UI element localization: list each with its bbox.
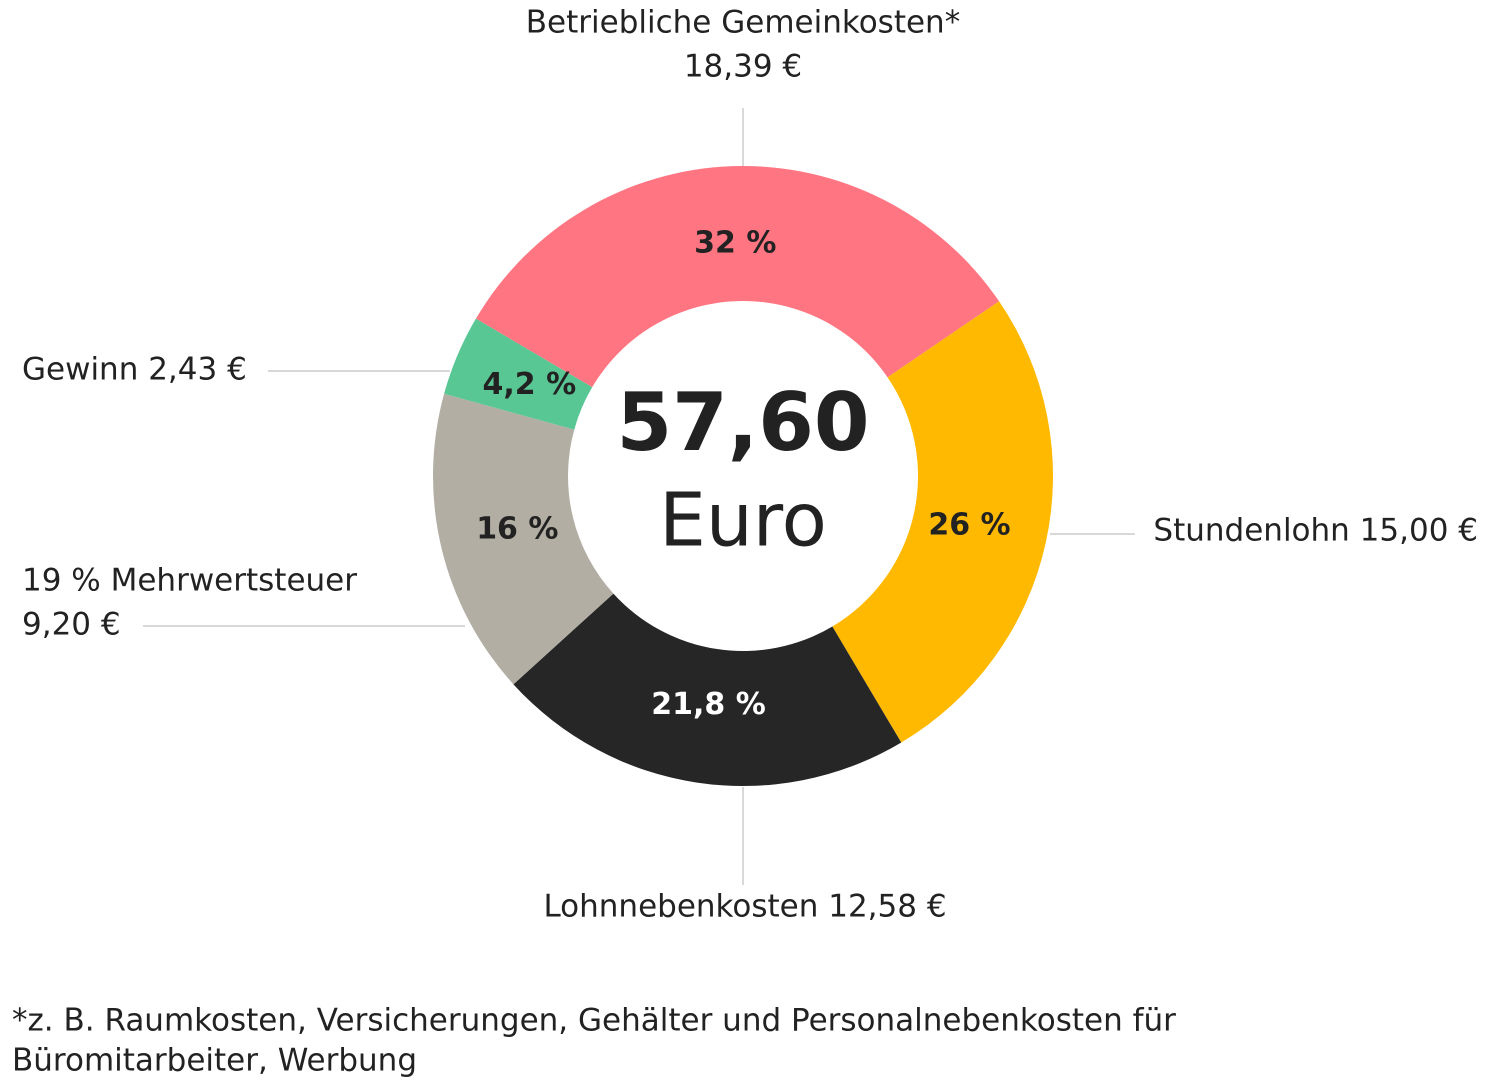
donut-slice <box>475 166 1000 388</box>
slice-percent-label: 26 % <box>928 508 1010 543</box>
slice-label: 9,20 € <box>22 607 121 643</box>
slice-label: Lohnnebenkosten 12,58 € <box>543 889 946 925</box>
donut-slice <box>444 318 593 430</box>
slice-label: Gewinn 2,43 € <box>22 352 247 388</box>
slice-label: 18,39 € <box>684 49 802 85</box>
footnote: *z. B. Raumkosten, Versicherungen, Gehäl… <box>12 1003 1176 1039</box>
slice-label: 19 % Mehrwertsteuer <box>22 563 357 599</box>
slice-percent-label: 21,8 % <box>651 687 766 722</box>
donut-slice <box>832 301 1053 743</box>
center-unit: Euro <box>659 478 827 564</box>
footnote: Büromitarbeiter, Werbung <box>12 1043 417 1079</box>
slice-percent-label: 16 % <box>476 511 558 546</box>
slice-label: Stundenlohn 15,00 € <box>1153 513 1478 549</box>
donut-slice <box>513 593 902 787</box>
slice-label: Betriebliche Gemeinkosten* <box>526 5 960 41</box>
center-value: 57,60 <box>616 376 869 469</box>
slice-percent-label: 4,2 % <box>483 367 577 402</box>
donut-slice <box>433 393 614 685</box>
slice-percent-label: 32 % <box>694 226 776 261</box>
